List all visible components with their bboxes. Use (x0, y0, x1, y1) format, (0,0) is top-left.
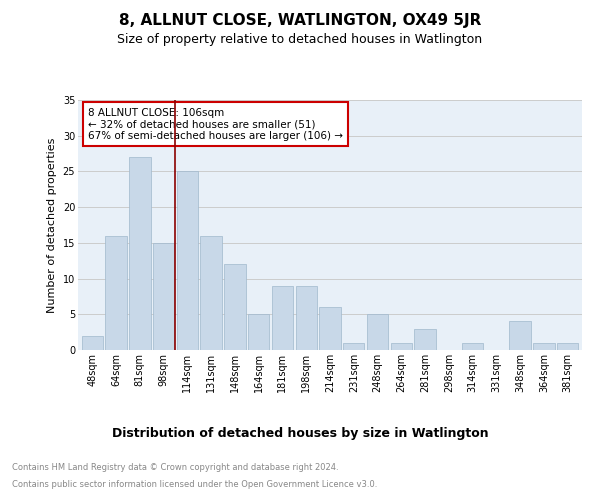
Bar (391, 343, 412, 350)
Bar (248, 314, 269, 350)
Bar (106, 236, 127, 350)
Bar (557, 343, 578, 350)
Bar (533, 343, 554, 350)
Y-axis label: Number of detached properties: Number of detached properties (47, 138, 57, 312)
Bar (129, 157, 151, 350)
Text: 8 ALLNUT CLOSE: 106sqm
← 32% of detached houses are smaller (51)
67% of semi-det: 8 ALLNUT CLOSE: 106sqm ← 32% of detached… (88, 108, 343, 140)
Bar (200, 236, 222, 350)
Bar (176, 172, 198, 350)
Bar (509, 322, 531, 350)
Bar (343, 343, 364, 350)
Text: Size of property relative to detached houses in Watlington: Size of property relative to detached ho… (118, 32, 482, 46)
Text: Contains public sector information licensed under the Open Government Licence v3: Contains public sector information licen… (12, 480, 377, 489)
Bar (319, 307, 341, 350)
Text: Distribution of detached houses by size in Watlington: Distribution of detached houses by size … (112, 428, 488, 440)
Text: 8, ALLNUT CLOSE, WATLINGTON, OX49 5JR: 8, ALLNUT CLOSE, WATLINGTON, OX49 5JR (119, 12, 481, 28)
Bar (224, 264, 245, 350)
Bar (153, 243, 174, 350)
Bar (462, 343, 484, 350)
Bar (415, 328, 436, 350)
Text: Contains HM Land Registry data © Crown copyright and database right 2024.: Contains HM Land Registry data © Crown c… (12, 462, 338, 471)
Bar (296, 286, 317, 350)
Bar (272, 286, 293, 350)
Bar (367, 314, 388, 350)
Bar (82, 336, 103, 350)
